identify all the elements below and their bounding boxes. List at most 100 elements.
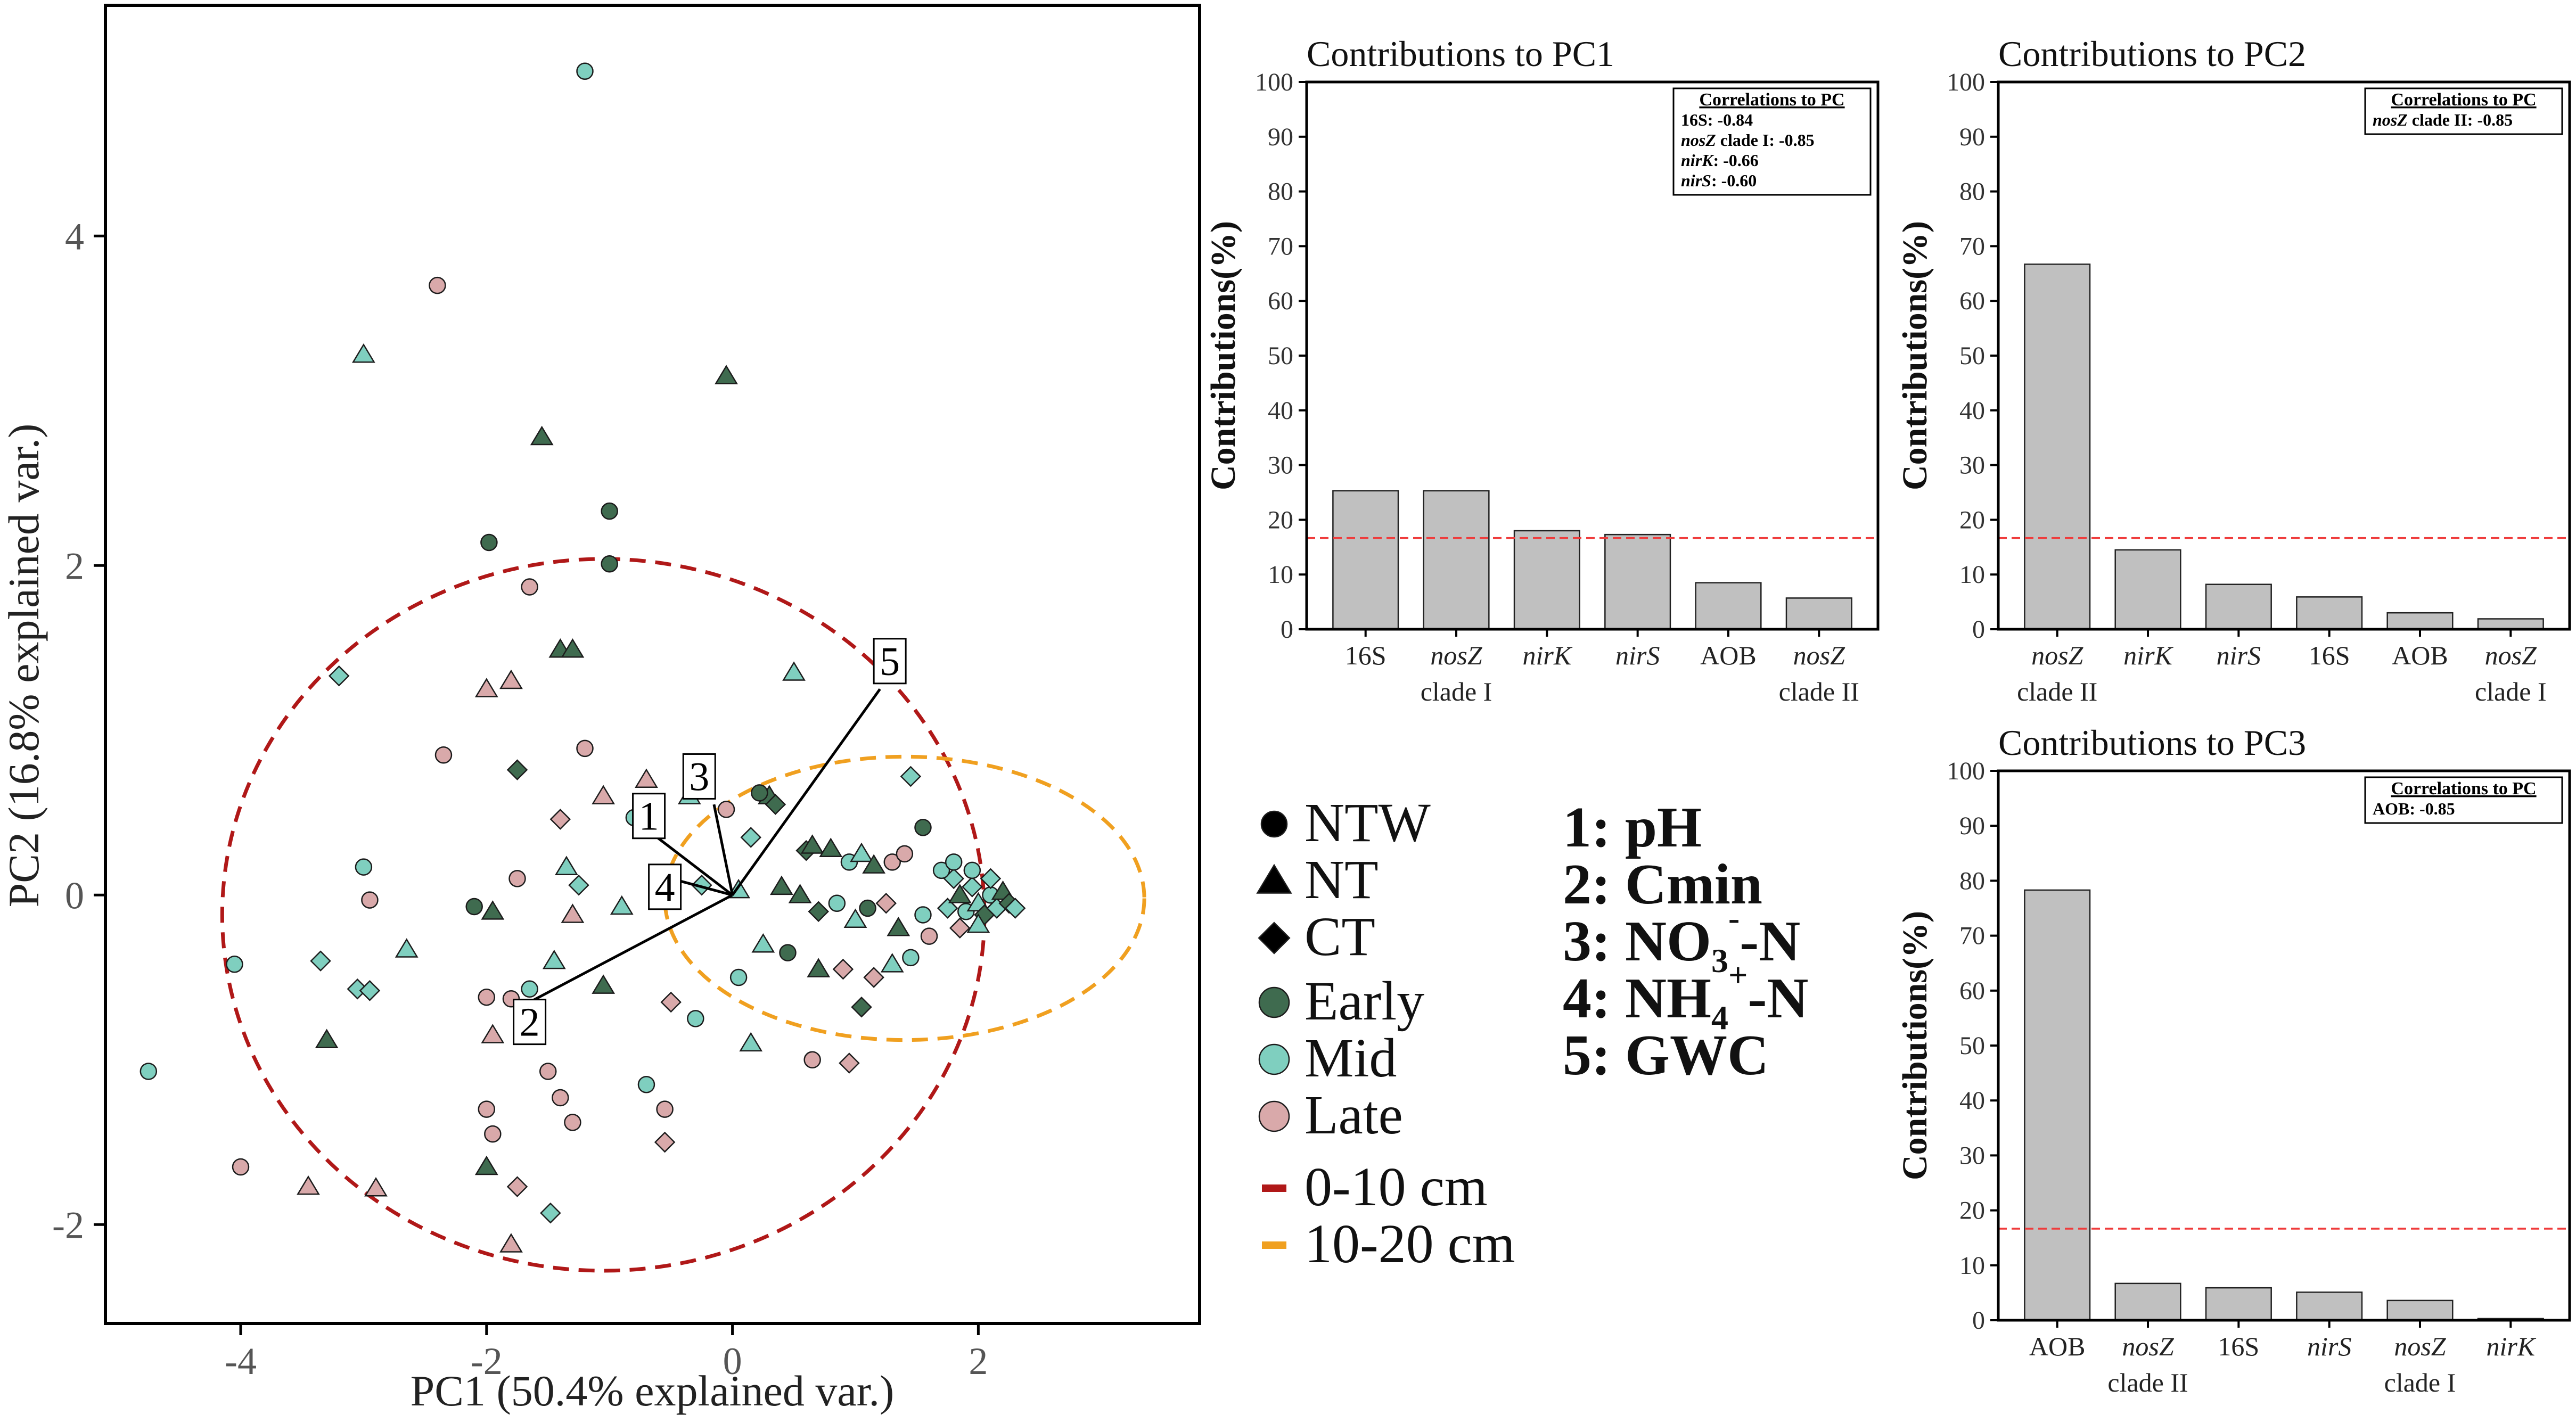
- data-point-circle-early: [859, 899, 876, 917]
- annotation-box: [2364, 776, 2563, 824]
- y-tick-label: 0: [65, 874, 84, 917]
- bar-category-label: nirS: [2217, 640, 2261, 670]
- bar-category-sublabel: clade II: [2017, 677, 2097, 706]
- bar-y-tick-label: 80: [1959, 867, 1985, 895]
- data-point-diamond-mid: [900, 766, 922, 787]
- bar-category-sublabel: clade I: [2384, 1368, 2456, 1397]
- pca-points: [140, 62, 1026, 1253]
- data-point-circle-mid: [355, 858, 373, 876]
- data-point-circle-late: [920, 927, 938, 945]
- bar-category-label: nosZ: [2122, 1331, 2174, 1361]
- annotation-title: Correlations to PC: [1699, 90, 1844, 110]
- data-point-circle-late: [478, 988, 496, 1006]
- data-point-circle-mid: [576, 62, 594, 80]
- bar-category-label: nosZ: [2394, 1331, 2446, 1361]
- data-point-triangle-early: [592, 974, 616, 994]
- annotation-title: Correlations to PC: [2391, 779, 2536, 799]
- bar: [2477, 618, 2544, 630]
- data-point-circle-mid: [140, 1063, 158, 1080]
- bar: [2024, 889, 2091, 1321]
- bar: [1423, 490, 1490, 630]
- variable-number: 4:: [1563, 967, 1625, 1030]
- data-point-triangle-mid: [554, 855, 578, 875]
- loading-vector-3: [712, 804, 734, 895]
- annotation-line: nirK: -0.66: [1681, 151, 1759, 170]
- data-point-diamond-mid: [691, 874, 712, 896]
- bar-category-label: nosZ: [1793, 640, 1845, 670]
- bar-chart-title: Contributions to PC3: [1998, 722, 2306, 763]
- data-point-triangle-mid: [610, 895, 634, 915]
- bar: [2205, 583, 2272, 630]
- vector-label-box: [873, 638, 907, 685]
- legend-label-diamond: CT: [1305, 906, 1375, 967]
- annotation-gene: nosZ: [1681, 130, 1716, 150]
- x-tick-label: 0: [723, 1340, 742, 1383]
- data-point-circle-early: [914, 819, 932, 836]
- legend-label-early: Early: [1305, 970, 1424, 1032]
- data-point-circle-late: [564, 1114, 581, 1131]
- data-point-diamond-mid: [568, 874, 589, 896]
- bar: [2114, 549, 2181, 630]
- bar-y-tick-label: 0: [1972, 1306, 1985, 1335]
- annotation-box: [2364, 87, 2563, 135]
- bar-y-tick-label: 40: [1959, 397, 1985, 425]
- bar: [2024, 264, 2091, 630]
- data-point-diamond-early: [808, 901, 829, 923]
- pca-y-axis-label: PC2 (16.8% explained var.): [0, 424, 48, 908]
- bar-category-label: nosZ: [2031, 640, 2083, 670]
- legend-marker-late: [1258, 1100, 1290, 1132]
- bar-chart-title: Contributions to PC1: [1307, 34, 1614, 74]
- bar-category-label: nirK: [1522, 640, 1572, 670]
- bar-y-tick-label: 20: [1959, 506, 1985, 534]
- variable-superscript: +: [1728, 956, 1748, 994]
- bar-chart-border: [1997, 769, 2571, 1322]
- legend-marker-diamond: [1258, 922, 1291, 955]
- bar-y-tick-label: 30: [1959, 451, 1985, 480]
- data-point-triangle-early: [862, 854, 886, 874]
- annotation-gene: nosZ: [2373, 110, 2408, 129]
- data-point-triangle-mid: [843, 908, 867, 928]
- legend-label-triangle: NT: [1305, 849, 1379, 910]
- bar-y-tick-label: 80: [1268, 178, 1293, 206]
- bar: [2114, 1282, 2181, 1321]
- variable-subscript: 3: [1711, 942, 1728, 980]
- data-point-triangle-early: [800, 834, 824, 854]
- variable-suffix: -N: [1740, 910, 1800, 973]
- data-point-triangle-mid: [351, 343, 375, 363]
- data-point-circle-mid: [729, 968, 748, 986]
- bar: [1332, 490, 1399, 630]
- bar-y-tick-label: 50: [1959, 342, 1985, 370]
- bar: [2386, 612, 2454, 630]
- bar-y-tick-label: 70: [1959, 922, 1985, 950]
- bar: [1785, 597, 1852, 630]
- bar-y-tick-label: 30: [1268, 451, 1293, 480]
- annotation-value: : -0.66: [1713, 151, 1758, 170]
- bar-category-label: AOB: [2392, 640, 2448, 670]
- contribution-bar-charts: Contributions to PC1 Contributions(%) 0 10 2…: [1204, 34, 2571, 1397]
- data-point-triangle-early: [788, 884, 812, 903]
- legend-label-circle: NTW: [1305, 792, 1431, 853]
- data-point-triangle-early: [530, 425, 554, 446]
- pca-x-axis-label: PC1 (50.4% explained var.): [411, 1367, 895, 1415]
- data-point-triangle-early: [715, 365, 738, 384]
- data-point-circle-late: [361, 891, 379, 909]
- data-point-triangle-early: [819, 837, 843, 857]
- data-point-diamond-late: [863, 967, 884, 988]
- variable-number: 5:: [1563, 1024, 1625, 1087]
- data-point-triangle-mid: [751, 933, 775, 953]
- bar-y-tick-label: 100: [1947, 757, 1985, 785]
- data-point-triangle-mid: [395, 938, 419, 958]
- bar-y-tick-label: 10: [1959, 561, 1985, 589]
- data-point-triangle-late: [481, 1024, 505, 1043]
- data-point-circle-early: [779, 944, 797, 961]
- data-point-diamond-early: [506, 759, 528, 780]
- data-point-triangle-late: [297, 1175, 320, 1195]
- data-point-circle-early: [480, 533, 498, 552]
- data-point-diamond-late: [660, 991, 682, 1013]
- data-point-diamond-early: [765, 794, 786, 815]
- data-point-diamond-late: [654, 1131, 676, 1153]
- annotation-value: : -0.60: [1711, 171, 1757, 190]
